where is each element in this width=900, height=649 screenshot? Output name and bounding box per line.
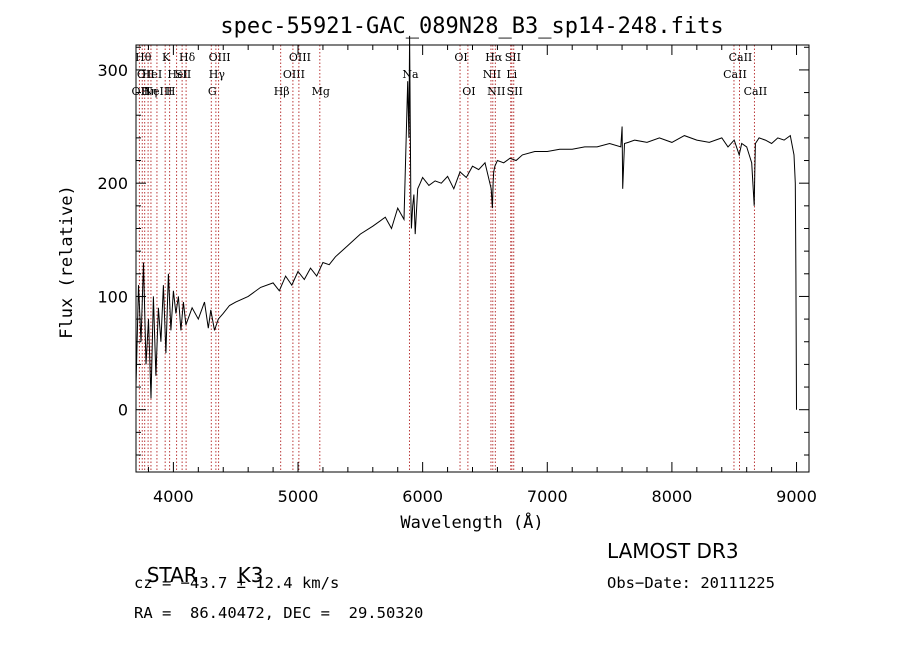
- y-tick-label-2: 200: [97, 174, 128, 193]
- series-layer: [135, 35, 797, 410]
- line-label-12: Hγ: [209, 68, 226, 81]
- y-axis-label: Flux (relative): [57, 185, 77, 339]
- y-tick-label-3: 300: [97, 61, 128, 80]
- line-label-27: CaII: [723, 68, 747, 81]
- object-class: STAR K3: [134, 539, 264, 587]
- series-line-0: [135, 35, 797, 410]
- line-label-19: OI: [454, 51, 467, 64]
- x-tick-label-4: 8000: [652, 487, 693, 506]
- line-label-20: OI: [462, 85, 475, 98]
- y-tick-label-1: 100: [97, 287, 128, 306]
- line-label-8: HeI: [167, 68, 187, 81]
- x-tick-label-0: 4000: [153, 487, 194, 506]
- class-label: STAR: [146, 563, 198, 587]
- chart-title: spec-55921-GAC_089N28_B3_sp14-248.fits: [220, 14, 723, 39]
- survey-label: LAMOST DR3: [607, 539, 739, 563]
- line-label-10: Hδ: [179, 51, 196, 64]
- obs-date-text: Obs−Date: 20111225: [607, 574, 775, 592]
- coordinates-text: RA = 86.40472, DEC = 29.50320: [134, 604, 424, 622]
- emission-line-markers: OIIHθOIIHηHeINeIIIKHHeISIIHδGHγOIIIHβOII…: [132, 45, 768, 472]
- line-label-13: OIII: [209, 51, 231, 64]
- line-label-7: H: [166, 85, 176, 98]
- line-label-11: G: [208, 85, 217, 98]
- x-tick-label-3: 7000: [527, 487, 568, 506]
- line-label-22: Hα: [485, 51, 503, 64]
- line-label-9: SII: [175, 68, 191, 81]
- line-label-17: Mg: [312, 85, 330, 98]
- line-label-2: OII: [137, 68, 155, 81]
- line-label-29: CaII: [744, 85, 768, 98]
- x-axis-label: Wavelength (Å): [400, 511, 543, 533]
- line-label-23: NII: [487, 85, 505, 98]
- x-tick-label-5: 9000: [776, 487, 817, 506]
- line-label-1: Hθ: [135, 51, 152, 64]
- subclass-label: K3: [237, 563, 264, 587]
- axis-ticks: 4000 5000 6000 7000 8000 9000 0 100 200 300: [97, 45, 817, 506]
- plot-frame: [135, 44, 810, 473]
- line-label-3: Hη: [141, 85, 157, 98]
- line-label-6: K: [162, 51, 171, 64]
- line-label-18: Na: [402, 68, 419, 81]
- line-label-16: OIII: [289, 51, 311, 64]
- line-label-15: OIII: [283, 68, 305, 81]
- line-label-26: SII: [507, 85, 523, 98]
- redshift-text: cz = −43.7 ± 12.4 km/s: [134, 574, 340, 592]
- y-tick-label-0: 0: [118, 401, 128, 420]
- x-tick-label-2: 6000: [402, 487, 443, 506]
- line-label-14: Hβ: [274, 85, 290, 98]
- line-label-25: SII: [505, 51, 521, 64]
- x-tick-label-1: 5000: [278, 487, 319, 506]
- line-label-28: CaII: [729, 51, 753, 64]
- line-label-21: NII: [483, 68, 501, 81]
